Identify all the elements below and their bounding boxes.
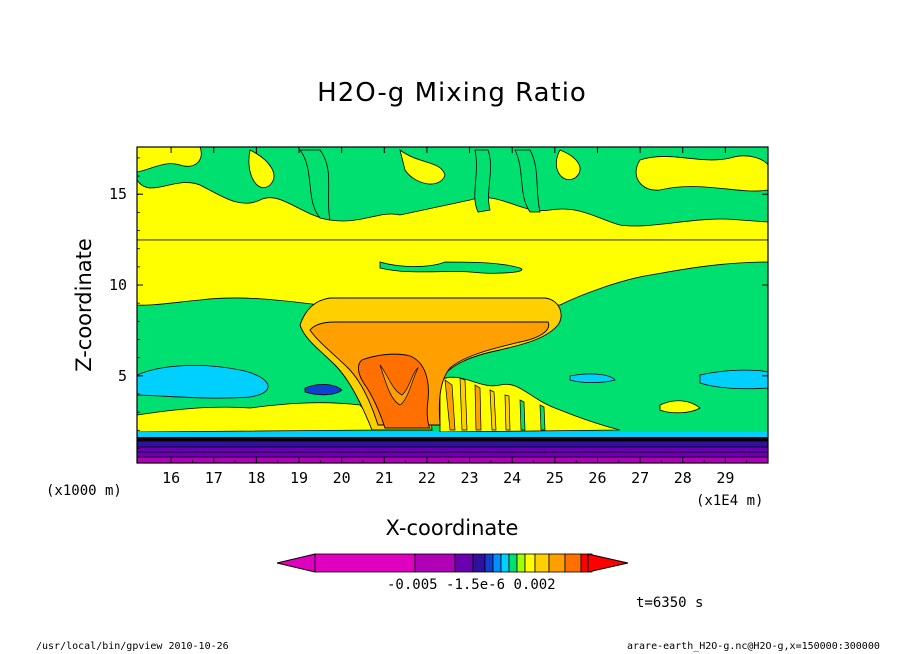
mid-green-wisp	[379, 261, 523, 274]
x-tick-label: 16	[162, 469, 180, 487]
x-tick-label: 26	[588, 469, 606, 487]
colorbar	[276, 553, 629, 573]
colorbar-cell	[314, 553, 416, 573]
x-tick-label: 25	[546, 469, 564, 487]
colorbar-cell	[534, 553, 550, 573]
x-tick-label: 22	[418, 469, 436, 487]
blue-patch	[304, 384, 343, 396]
footer-right: arare-earth_H2O-g.nc@H2O-g,x=150000:3000…	[627, 641, 880, 652]
x-tick-label: 28	[674, 469, 692, 487]
x-tick-label: 27	[631, 469, 649, 487]
y-axis-unit: (x1000 m)	[46, 483, 122, 499]
colorbar-cell	[564, 553, 582, 573]
cyan-patch-right	[699, 369, 768, 390]
x-tick-label: 20	[333, 469, 351, 487]
colorbar-cells	[314, 553, 593, 573]
colorbar-cell	[472, 553, 486, 573]
convective-striations	[444, 377, 546, 431]
x-tick-label: 18	[247, 469, 265, 487]
lower-yellow-right	[439, 376, 621, 433]
colorbar-cell	[414, 553, 456, 573]
chart-title: H2O-g Mixing Ratio	[317, 78, 587, 108]
axes: 16 17 18 19 20 21 22 23 24 25 26 27 28 29 5 10 15	[109, 147, 768, 487]
y-tick-label: 5	[118, 367, 127, 385]
colorbar-label-2: -1.5e-6	[446, 577, 506, 593]
layer-indigo	[137, 441, 768, 447]
colorbar-label-1: -0.005	[387, 577, 438, 593]
footer-left: /usr/local/bin/gpview 2010-10-26	[36, 641, 229, 652]
contour-field	[137, 147, 768, 463]
layer-cyan	[137, 432, 768, 438]
layer-magenta	[137, 457, 768, 463]
x-tick-label: 23	[461, 469, 479, 487]
lower-yellow-blob	[659, 400, 701, 414]
upper-yellow-patches	[137, 147, 768, 241]
lower-yellow-left	[137, 402, 381, 433]
core-notch	[379, 364, 419, 406]
y-tick-label: 15	[109, 185, 127, 203]
colorbar-cell	[508, 553, 518, 573]
colorbar-cell	[484, 553, 494, 573]
layer-contour-dense	[137, 437, 768, 441]
colorbar-left-arrow	[276, 553, 316, 573]
colorbar-labels: -0.005 -1.5e-6 0.002	[387, 577, 556, 593]
plot-frame	[136, 146, 769, 464]
colorbar-right-arrow	[587, 553, 629, 573]
colorbar-cell	[492, 553, 502, 573]
x-axis-label: X-coordinate	[385, 516, 519, 540]
y-tick-label: 10	[109, 276, 127, 294]
x-tick-label: 29	[716, 469, 734, 487]
x-tick-label: 19	[290, 469, 308, 487]
anvil-orange	[309, 321, 550, 426]
colorbar-cell	[548, 553, 566, 573]
colorbar-cell	[516, 553, 526, 573]
cyan-patch-left	[137, 365, 269, 399]
x-axis-unit: (x1E4 m)	[696, 493, 764, 509]
colorbar-cell	[524, 553, 536, 573]
upper-green-streaks	[299, 149, 541, 221]
x-tick-label: 17	[205, 469, 223, 487]
colorbar-cell	[500, 553, 510, 573]
colorbar-cell	[454, 553, 474, 573]
time-annotation: t=6350 s	[636, 595, 704, 611]
x-tick-label: 24	[503, 469, 521, 487]
colorbar-label-3: 0.002	[513, 577, 556, 593]
x-tick-label: 21	[375, 469, 393, 487]
cyan-patch-mid	[569, 373, 616, 384]
